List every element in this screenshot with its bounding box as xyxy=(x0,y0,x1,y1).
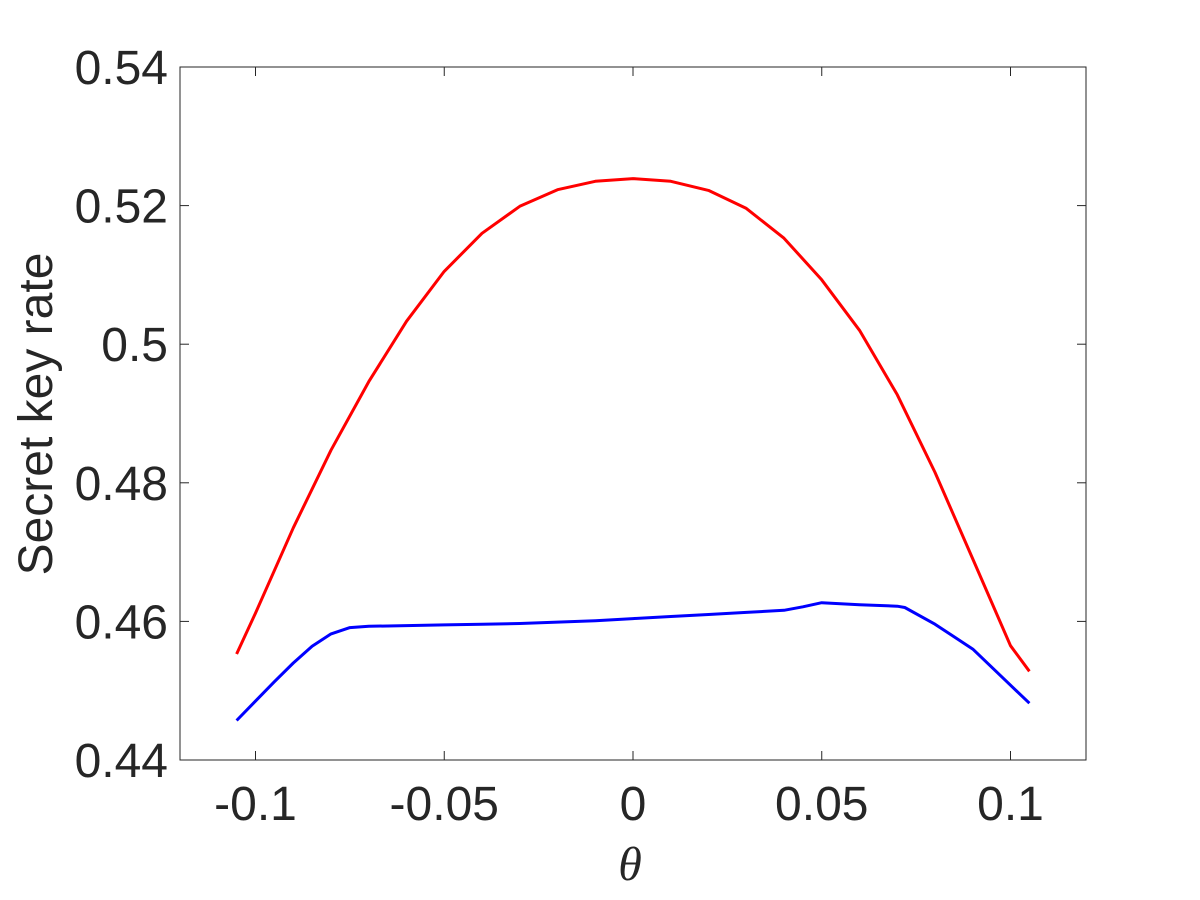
x-tick-label: 0 xyxy=(620,778,647,831)
x-tick-label: 0.1 xyxy=(977,778,1044,831)
x-axis-label: θ xyxy=(618,838,642,891)
x-tick-label: 0.05 xyxy=(775,778,868,831)
y-tick-label: 0.48 xyxy=(75,458,168,511)
y-axis-label: Secret key rate xyxy=(10,253,63,576)
series-line-blue xyxy=(235,601,1031,722)
y-tick-label: 0.46 xyxy=(75,596,168,649)
series-line-red xyxy=(235,177,1031,673)
y-tick-label: 0.5 xyxy=(101,319,168,372)
tick-layer: -0.1 -0.05 0 0.05 0.1 0.44 0.46 0.48 0.5 0.52 0.54 xyxy=(75,42,1086,831)
y-tick-label: 0.52 xyxy=(75,181,168,234)
series-layer xyxy=(235,177,1031,722)
plot-background xyxy=(180,67,1086,760)
x-tick-label: -0.1 xyxy=(214,778,297,831)
x-tick-label: -0.05 xyxy=(390,778,499,831)
y-tick-label: 0.44 xyxy=(75,735,168,788)
y-tick-label: 0.54 xyxy=(75,42,168,95)
